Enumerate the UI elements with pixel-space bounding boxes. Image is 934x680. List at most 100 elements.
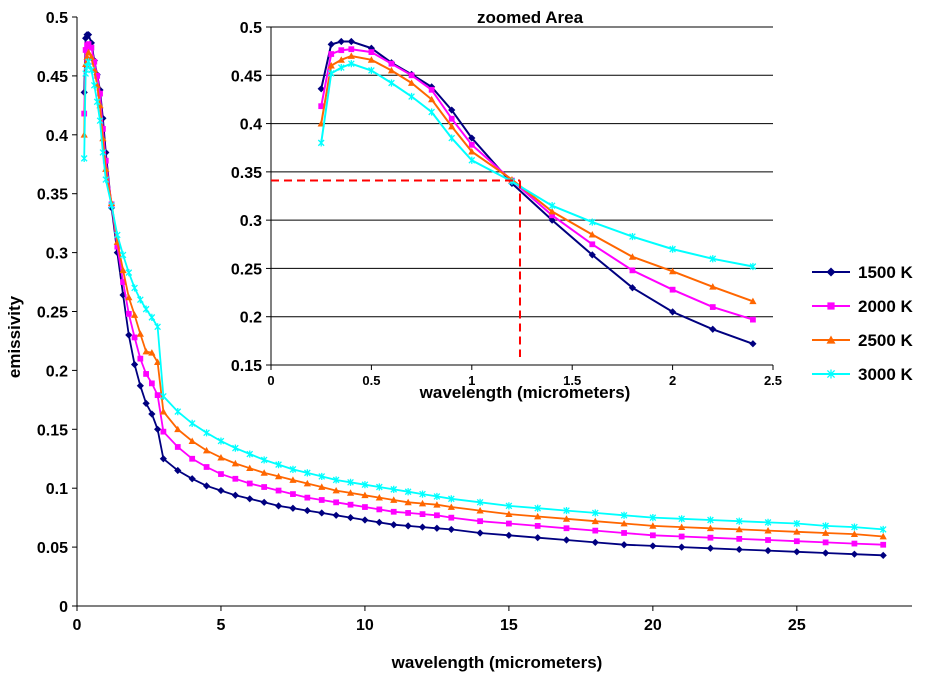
data-point-2000-k: [880, 541, 887, 548]
inset-data-point-3000-k: [588, 218, 596, 226]
data-point-2500-k: [346, 489, 355, 496]
data-point-1500-k: [289, 504, 297, 512]
inset-x-axis-title: wavelength (micrometers): [419, 383, 631, 402]
legend-label: 2000 K: [858, 297, 914, 316]
legend-label: 2500 K: [858, 331, 914, 350]
data-point-2000-k: [419, 511, 426, 517]
main-x-tick-label: 15: [500, 617, 518, 634]
data-point-3000-k: [113, 231, 121, 239]
data-point-2500-k: [174, 425, 182, 433]
data-point-3000-k: [879, 525, 887, 534]
data-point-2500-k: [154, 358, 162, 366]
data-point-2500-k: [84, 48, 93, 56]
data-point-1500-k: [534, 534, 542, 542]
inset-data-point-2500-k: [448, 122, 456, 130]
data-point-2000-k: [97, 90, 103, 97]
data-point-3000-k: [108, 201, 115, 210]
data-point-2000-k: [218, 471, 224, 477]
inset-data-point-1500-k: [749, 340, 757, 348]
inset-data-point-2000-k: [428, 86, 435, 93]
inset-data-point-3000-k: [408, 92, 415, 101]
data-point-2500-k: [130, 311, 139, 318]
main-y-tick-label: 0.3: [46, 246, 68, 263]
data-point-3000-k: [404, 488, 412, 496]
inset-data-point-2000-k: [348, 46, 355, 53]
data-point-2500-k: [822, 529, 830, 536]
data-point-2000-k: [347, 501, 354, 508]
data-point-2000-k: [851, 540, 858, 547]
inset-data-point-2500-k: [347, 52, 355, 59]
data-point-2000-k: [678, 533, 685, 540]
main-x-axis-title: wavelength (micrometers): [391, 653, 603, 672]
data-point-2500-k: [217, 453, 225, 461]
main-y-tick-label: 0.1: [46, 481, 68, 498]
inset-data-point-3000-k: [347, 60, 355, 68]
data-point-1500-k: [375, 518, 383, 526]
inset-series-2500-k: [317, 52, 757, 305]
data-point-1500-k: [764, 547, 772, 555]
main-y-tick-label: 0.5: [46, 10, 68, 27]
inset-data-point-1500-k: [367, 44, 375, 52]
main-y-tick-label: 0: [59, 599, 68, 616]
main-y-tick-label: 0.2: [46, 363, 68, 380]
main-y-tick-label: 0.45: [37, 69, 68, 86]
data-point-2000-k: [137, 355, 144, 362]
inset-data-point-2500-k: [669, 267, 677, 275]
data-point-3000-k: [447, 495, 455, 503]
data-point-2000-k: [362, 504, 368, 510]
data-point-3000-k: [246, 450, 254, 458]
inset-data-point-1500-k: [588, 251, 596, 259]
inset-data-point-1500-k: [317, 85, 325, 93]
data-point-3000-k: [203, 429, 210, 437]
legend-marker: [826, 335, 836, 344]
data-point-2500-k: [318, 483, 326, 490]
main-series-group: [80, 31, 887, 559]
inset-y-tick-label: 0.2: [240, 310, 262, 327]
inset-x-tick-label: 2.5: [764, 373, 782, 388]
inset-series-group: [317, 37, 757, 348]
data-point-2500-k: [119, 266, 127, 274]
data-point-3000-k: [93, 98, 101, 106]
inset-data-point-1500-k: [337, 37, 345, 46]
data-point-2000-k: [154, 392, 161, 399]
data-point-3000-k: [505, 502, 513, 510]
data-point-2500-k: [433, 501, 441, 508]
data-point-1500-k: [505, 531, 513, 539]
data-point-2000-k: [203, 464, 210, 470]
inset-data-point-1500-k: [669, 308, 677, 316]
data-point-2000-k: [88, 44, 95, 51]
data-point-3000-k: [160, 392, 167, 400]
data-point-2000-k: [91, 58, 98, 65]
data-point-1500-k: [142, 399, 150, 407]
inset-x-tick-label: 1: [468, 373, 475, 388]
data-point-2000-k: [448, 514, 455, 521]
legend-marker: [826, 267, 836, 277]
inset-data-point-1500-k: [448, 106, 456, 114]
inset-y-tick-label: 0.3: [240, 213, 262, 230]
inset-data-point-2500-k: [548, 207, 556, 215]
data-point-2500-k: [649, 522, 657, 529]
data-point-2000-k: [477, 518, 483, 525]
data-point-1500-k: [346, 514, 355, 522]
inset-data-point-2000-k: [750, 316, 756, 323]
data-point-3000-k: [375, 483, 383, 491]
data-point-1500-k: [246, 495, 254, 503]
data-point-3000-k: [361, 481, 369, 489]
data-point-2500-k: [390, 496, 398, 503]
data-point-2000-k: [506, 520, 512, 527]
data-point-3000-k: [260, 456, 268, 464]
data-point-3000-k: [591, 509, 599, 517]
data-point-3000-k: [793, 519, 801, 528]
inset-data-point-2500-k: [468, 147, 476, 155]
main-y-axis-title: emissivity: [5, 295, 24, 378]
data-point-3000-k: [125, 269, 133, 277]
inset-data-point-2500-k: [367, 56, 375, 63]
data-point-1500-k: [678, 543, 686, 551]
data-point-2000-k: [232, 475, 239, 482]
data-point-3000-k: [80, 154, 88, 162]
data-point-2500-k: [274, 472, 283, 480]
data-point-1500-k: [274, 502, 283, 510]
data-point-2500-k: [678, 523, 686, 530]
inset-data-point-2500-k: [337, 56, 345, 63]
